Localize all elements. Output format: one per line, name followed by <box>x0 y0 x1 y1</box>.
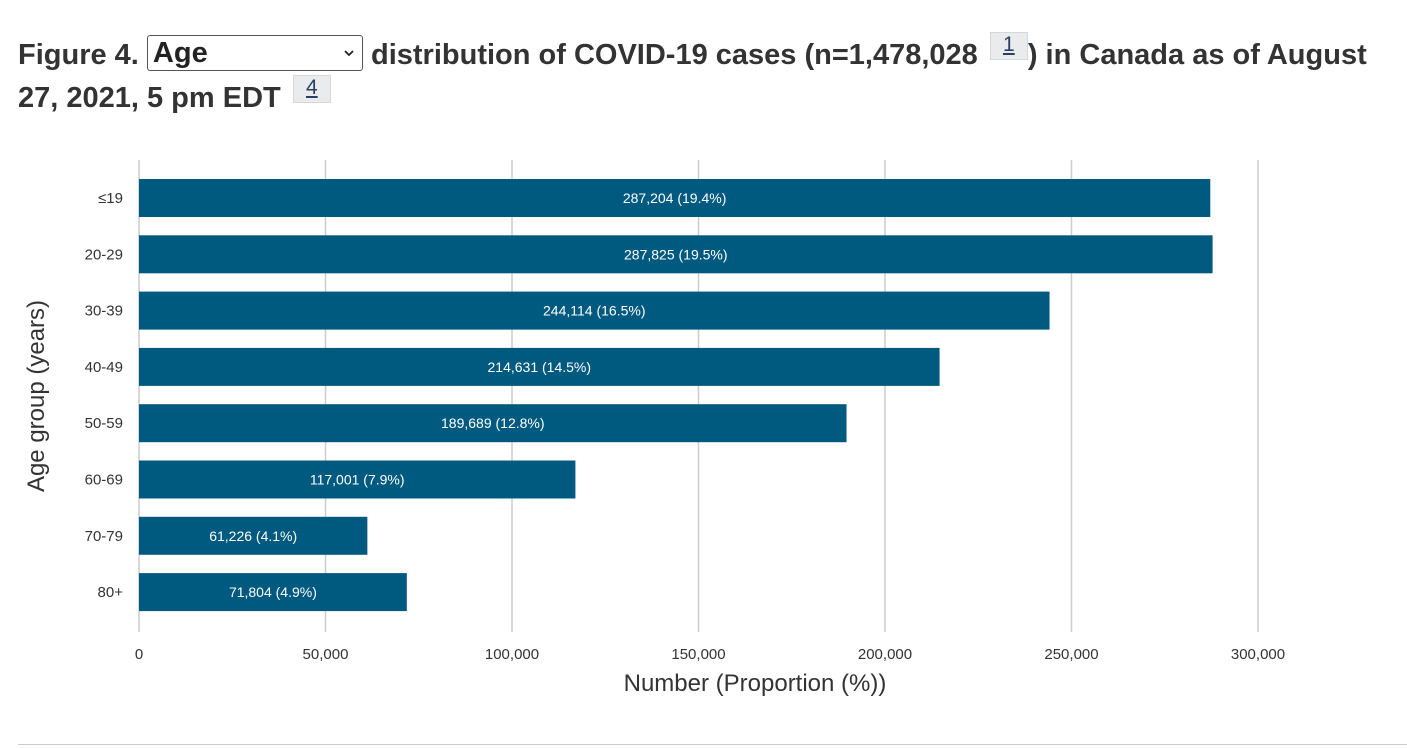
bar-data-label: 71,804 (4.9%) <box>229 584 317 600</box>
figure-middle-text: distribution of COVID-19 cases (n=1,478,… <box>370 39 978 71</box>
y-tick-label: 70-79 <box>85 528 123 545</box>
y-tick-labels: ≤19 20-29 30-39 40-49 50-59 60-69 70-79 80+ <box>85 190 124 601</box>
breakdown-select[interactable]: Age <box>146 35 363 72</box>
bar-data-label: 189,689 (12.8%) <box>441 415 545 431</box>
bar-data-label: 61,226 (4.1%) <box>209 528 297 544</box>
chevron-down-icon <box>344 50 354 57</box>
y-tick-label: 40-49 <box>85 359 123 376</box>
bars: 287,204 (19.4%) 287,825 (19.5%) 244,114 (1… <box>139 179 1213 612</box>
figure-suffix-text: ) in Canada as of August 27, 2021, 5 pm … <box>18 39 1367 114</box>
figure-title: Figure 4. Age distribution of COVID-19 c… <box>18 32 1398 120</box>
bar <box>139 347 940 386</box>
bar <box>139 460 576 499</box>
bar <box>139 573 407 612</box>
bar <box>139 404 847 443</box>
x-tick-label: 0 <box>135 646 143 663</box>
x-tick-label: 250,000 <box>1044 646 1098 663</box>
y-axis-title: Age group (years) <box>23 300 50 492</box>
bar-data-label: 244,114 (16.5%) <box>543 303 645 319</box>
bar-data-label: 117,001 (7.9%) <box>310 472 405 488</box>
y-tick-label: 60-69 <box>85 472 123 489</box>
bar-data-label: 287,204 (19.4%) <box>623 190 727 206</box>
x-tick-label: 150,000 <box>671 646 725 663</box>
divider <box>18 744 1407 745</box>
footnote-link-1[interactable]: 1 <box>989 32 1028 60</box>
x-tick-label: 300,000 <box>1231 646 1285 663</box>
bar <box>139 235 1213 274</box>
x-tick-label: 50,000 <box>303 646 349 663</box>
x-tick-label: 200,000 <box>858 646 912 663</box>
breakdown-select-value: Age <box>152 37 208 70</box>
gridlines <box>138 160 1259 632</box>
x-tick-labels: 0 50,000 100,000 150,000 200,000 250,000 300,0… <box>135 646 1285 663</box>
bar-data-label: 214,631 (14.5%) <box>488 359 592 375</box>
y-tick-label: ≤19 <box>98 190 123 207</box>
footnote-link-4[interactable]: 4 <box>292 75 331 103</box>
y-tick-label: 30-39 <box>85 303 123 320</box>
bar <box>139 516 368 555</box>
y-tick-label: 20-29 <box>85 246 123 263</box>
bar <box>139 179 1211 217</box>
x-axis-title: Number (Proportion (%)) <box>624 670 887 697</box>
bar <box>139 291 1050 330</box>
figure-prefix: Figure 4. <box>18 39 139 71</box>
y-tick-label: 50-59 <box>85 415 123 432</box>
y-tick-label: 80+ <box>98 584 124 601</box>
bar-data-label: 287,825 (19.5%) <box>624 246 728 262</box>
x-tick-label: 100,000 <box>485 646 539 663</box>
